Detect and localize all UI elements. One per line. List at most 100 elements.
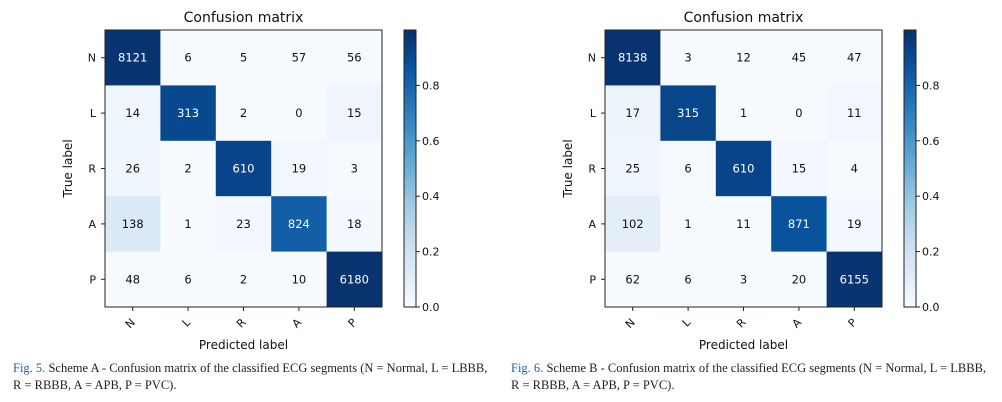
matrix-cell — [826, 85, 883, 142]
cell-value: 610 — [733, 162, 755, 176]
cell-value: 57 — [292, 51, 307, 65]
cell-value: 1 — [740, 106, 747, 120]
colorbar-tick-label: 0.6 — [422, 135, 440, 148]
cell-value: 20 — [792, 272, 807, 286]
y-tick-label: P — [589, 273, 596, 286]
matrix-cell — [660, 85, 717, 142]
x-tick-label: R — [234, 316, 249, 331]
cell-value: 5 — [240, 51, 247, 65]
cell-value: 62 — [625, 272, 640, 286]
colorbar-tick-label: 0.2 — [922, 246, 940, 259]
matrix-cell — [160, 196, 217, 253]
matrix-cell — [771, 85, 828, 142]
matrix-cell — [215, 30, 272, 86]
y-tick-label: L — [590, 107, 597, 120]
matrix-cell — [105, 140, 161, 197]
figure-caption-text-a: Scheme A - Confusion matrix of the class… — [13, 361, 488, 392]
x-tick-label: N — [123, 316, 138, 331]
cell-value: 8121 — [118, 51, 147, 65]
matrix-cell — [605, 140, 661, 197]
matrix-cell — [271, 196, 328, 253]
matrix-cell — [271, 85, 328, 142]
matrix-cell — [215, 140, 272, 197]
cell-value: 1 — [184, 217, 191, 231]
cell-value: 6 — [184, 51, 191, 65]
matrix-cell — [160, 140, 217, 197]
x-axis-label: Predicted label — [699, 338, 788, 352]
matrix-cell — [271, 30, 328, 86]
matrix-cell — [715, 85, 772, 142]
figure-label-b: Fig. 6. — [511, 361, 544, 375]
cell-value: 102 — [622, 217, 644, 231]
cell-value: 1 — [684, 217, 691, 231]
matrix-cell — [826, 30, 883, 86]
cell-value: 315 — [677, 106, 699, 120]
matrix-cell — [771, 251, 828, 308]
cell-value: 10 — [292, 272, 307, 286]
chart-title: Confusion matrix — [184, 10, 304, 26]
matrix-cell — [715, 140, 772, 197]
y-tick-label: P — [89, 273, 96, 286]
matrix-cell — [215, 251, 272, 308]
cell-value: 11 — [847, 106, 862, 120]
y-tick-label: A — [588, 218, 596, 231]
cell-value: 8138 — [618, 51, 647, 65]
x-tick-label: N — [623, 316, 638, 331]
cell-value: 6 — [184, 272, 191, 286]
y-tick-label: A — [88, 218, 96, 231]
figure-caption-a: Fig. 5. Scheme A - Confusion matrix of t… — [13, 360, 493, 394]
matrix-cell — [326, 30, 383, 86]
cell-value: 871 — [788, 217, 810, 231]
matrix-cell — [326, 140, 383, 197]
matrix-cell — [771, 196, 828, 253]
y-tick-label: L — [90, 107, 97, 120]
colorbar — [903, 29, 917, 308]
cell-value: 0 — [295, 106, 302, 120]
cell-value: 23 — [236, 217, 251, 231]
matrix-cell — [326, 85, 383, 142]
y-axis-label: True label — [561, 139, 575, 198]
matrix-cell — [160, 30, 217, 86]
figure-caption-text-b: Scheme B - Confusion matrix of the class… — [511, 361, 987, 392]
cell-value: 2 — [240, 106, 247, 120]
matrix-cell — [271, 251, 328, 308]
x-tick-label: L — [680, 315, 694, 329]
matrix-cell — [605, 30, 661, 86]
matrix-cell — [715, 251, 772, 308]
matrix-cell — [660, 251, 717, 308]
cell-value: 48 — [125, 272, 140, 286]
x-axis-label: Predicted label — [199, 338, 288, 352]
matrix-cell — [715, 196, 772, 253]
matrix-cell — [326, 196, 383, 253]
matrix-cell — [660, 30, 717, 86]
y-axis-label: True label — [61, 139, 75, 198]
colorbar-tick-label: 0.0 — [422, 301, 440, 314]
cell-value: 56 — [347, 51, 362, 65]
colorbar-tick-label: 0.8 — [922, 79, 940, 92]
y-tick-label: R — [588, 163, 596, 176]
cell-value: 0 — [795, 106, 802, 120]
x-tick-label: A — [790, 316, 805, 331]
cell-value: 6 — [684, 272, 691, 286]
figure-label-a: Fig. 5. — [13, 361, 46, 375]
y-tick-label: R — [88, 163, 96, 176]
matrix-cell — [326, 251, 383, 308]
figure-caption-b: Fig. 6. Scheme B - Confusion matrix of t… — [511, 360, 991, 394]
colorbar-tick-label: 0.6 — [922, 135, 940, 148]
cell-value: 25 — [625, 162, 640, 176]
matrix-cell — [105, 251, 161, 308]
x-tick-label: R — [734, 316, 749, 331]
cell-value: 313 — [177, 106, 199, 120]
matrix-cell — [826, 196, 883, 253]
cell-value: 3 — [351, 162, 358, 176]
x-tick-label: P — [346, 316, 360, 330]
matrix-cell — [660, 140, 717, 197]
cell-value: 19 — [292, 162, 307, 176]
matrix-cell — [826, 251, 883, 308]
matrix-cell — [771, 30, 828, 86]
cell-value: 610 — [233, 162, 255, 176]
colorbar-tick-label: 0.4 — [922, 190, 940, 203]
